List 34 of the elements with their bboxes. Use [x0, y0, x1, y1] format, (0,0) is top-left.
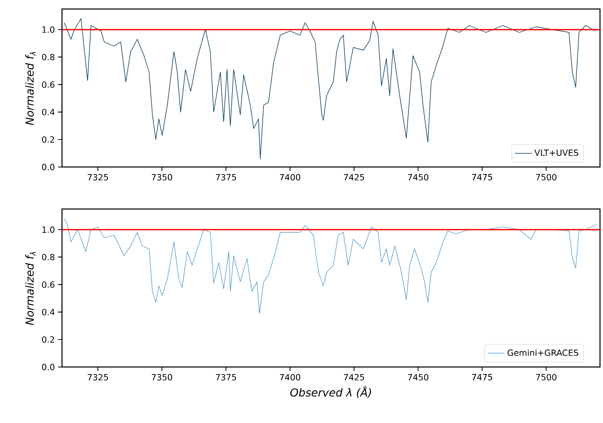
- legend-label: Gemini+GRACES: [508, 349, 578, 356]
- x-tick-label: 7400: [280, 374, 300, 380]
- x-tick-label: 7500: [536, 374, 556, 380]
- x-tick-label: 7450: [408, 174, 428, 180]
- x-tick-label: 7325: [88, 174, 108, 180]
- y-tick-label: 1.0: [42, 226, 54, 233]
- x-tick-label: 7325: [88, 374, 108, 380]
- y-tick-label: 0.6: [42, 281, 54, 288]
- y-axis-title: Normalized f$_{λ}$: [25, 52, 36, 126]
- x-tick-label: 7400: [280, 174, 300, 180]
- x-tick-label: 7375: [216, 174, 236, 180]
- x-tick-label: 7375: [216, 374, 236, 380]
- x-tick-label: 7500: [536, 174, 556, 180]
- y-tick-label: 0.0: [42, 164, 54, 170]
- x-tick-label: 7425: [344, 374, 364, 380]
- x-tick-label: 7350: [152, 174, 172, 180]
- y-tick-label: 0.6: [42, 81, 54, 88]
- y-axis-title: Normalized f$_{λ}$: [25, 252, 36, 326]
- y-tick-label: 0.4: [42, 308, 54, 316]
- x-tick-label: 7425: [344, 174, 364, 180]
- y-tick-label: 1.0: [42, 26, 54, 33]
- y-tick-label: 0.2: [42, 336, 54, 343]
- x-axis-title: Observed λ (Å): [290, 386, 371, 398]
- x-tick-label: 7350: [152, 374, 172, 380]
- y-tick-label: 0.0: [42, 364, 54, 370]
- x-tick-label: 7475: [472, 374, 492, 380]
- line-series: [64, 18, 596, 160]
- x-tick-label: 7450: [408, 374, 428, 380]
- x-tick-label: 7475: [472, 174, 492, 180]
- y-tick-label: 0.4: [42, 108, 54, 116]
- y-tick-label: 0.8: [42, 54, 54, 60]
- y-tick-label: 0.8: [42, 254, 54, 260]
- legend-label: VLT+UVES: [534, 150, 578, 156]
- y-tick-label: 0.2: [42, 136, 54, 143]
